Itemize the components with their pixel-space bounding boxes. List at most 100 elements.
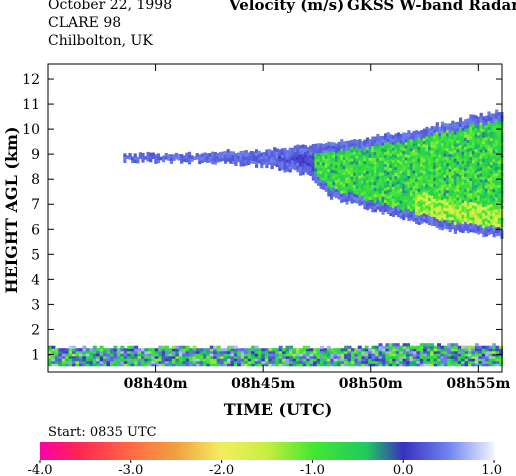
cloud-cell (433, 138, 437, 142)
cloud-cell (422, 134, 426, 139)
cloud-cell (324, 152, 328, 156)
clutter-cell (68, 345, 73, 349)
clutter-cell (354, 358, 359, 362)
cloud-cell (355, 167, 359, 171)
cloud-cell (425, 126, 429, 131)
cloud-cell (417, 185, 421, 189)
cloud-cell (459, 117, 463, 122)
clutter-cell (474, 350, 479, 354)
cloud-cell (376, 197, 380, 201)
cloud-cell (490, 188, 494, 193)
cloud-cell (479, 199, 483, 204)
cloud-cell (492, 140, 496, 145)
cloud-cell (213, 158, 217, 162)
cloud-cell (440, 130, 445, 135)
cloud-cell (311, 153, 315, 157)
cloud-cell (407, 169, 411, 173)
cloud-cell (324, 173, 328, 177)
cloud-cell (386, 189, 390, 193)
cloud-cell (363, 178, 367, 183)
cloud-cell (404, 132, 408, 137)
clutter-cell (233, 355, 238, 359)
cloud-cell (345, 174, 349, 178)
cloud-cell (474, 151, 478, 156)
cloud-cell (366, 146, 370, 151)
clutter-cell (354, 363, 359, 367)
cloud-cell (407, 160, 411, 164)
cloud-cell (451, 165, 455, 170)
cloud-cell (412, 139, 416, 144)
cloud-cell (298, 169, 303, 173)
cloud-cell (332, 190, 336, 195)
cloud-cell (474, 217, 478, 222)
clutter-cell (457, 358, 462, 362)
cloud-cell (329, 187, 334, 191)
cloud-cell (428, 137, 432, 141)
cloud-cell (342, 192, 346, 197)
cloud-cell (409, 159, 414, 164)
clutter-cell (237, 348, 242, 352)
cloud-cell (283, 156, 287, 161)
cloud-cell (459, 165, 463, 170)
cloud-cell (459, 219, 463, 224)
cloud-cell (141, 159, 145, 163)
cloud-cell (479, 127, 483, 132)
cloud-cell (371, 139, 375, 144)
cloud-cell (477, 116, 481, 121)
clutter-cell (447, 353, 452, 357)
cloud-cell (446, 138, 450, 143)
clutter-cell (196, 355, 200, 359)
cloud-cell (430, 129, 434, 133)
cloud-cell (466, 175, 470, 180)
cloud-cell (433, 195, 437, 199)
cloud-cell (389, 161, 393, 165)
cloud-cell (415, 205, 419, 209)
cloud-cell (345, 195, 349, 199)
cloud-cell (293, 148, 297, 153)
cloud-cell (397, 147, 401, 151)
clutter-cell (68, 348, 73, 352)
cloud-cell (324, 188, 328, 192)
cloud-cell (484, 142, 488, 147)
cloud-cell (327, 168, 331, 173)
cloud-cell (492, 113, 496, 118)
cloud-cell (430, 165, 434, 169)
clutter-cell (89, 350, 94, 354)
plot-area (48, 109, 504, 367)
cloud-cell (156, 159, 161, 163)
cloud-cell (459, 189, 463, 194)
cloud-cell (337, 147, 341, 152)
cloud-cell (490, 230, 494, 235)
cloud-cell (208, 159, 212, 163)
y-tick-label: 8 (31, 172, 40, 188)
cloud-cell (420, 184, 424, 188)
cloud-cell (407, 130, 411, 134)
clutter-cell (440, 350, 445, 354)
cloud-cell (270, 153, 274, 158)
cloud-cell (371, 142, 375, 147)
clutter-cell (137, 360, 142, 364)
cloud-cell (340, 196, 344, 200)
cloud-cell (492, 149, 496, 154)
clutter-cell (395, 343, 400, 347)
cloud-cell (451, 201, 455, 206)
clutter-cell (168, 360, 173, 364)
cloud-cell (304, 154, 308, 158)
cloud-cell (474, 223, 478, 228)
cloud-cell (347, 188, 352, 193)
clutter-cell (457, 363, 462, 367)
clutter-cell (209, 348, 214, 352)
cloud-cell (433, 192, 437, 196)
clutter-cell (213, 355, 218, 359)
clutter-cell (178, 358, 183, 362)
clutter-cell (406, 358, 410, 362)
clutter-cell (320, 358, 324, 362)
cloud-cell (459, 141, 463, 146)
cloud-cell (446, 123, 450, 128)
cloud-cell (368, 151, 372, 155)
cloud-cell (446, 183, 450, 188)
cloud-cell (342, 189, 346, 194)
cloud-cell (371, 184, 375, 189)
cloud-cell (464, 143, 468, 147)
cloud-cell (497, 142, 501, 146)
